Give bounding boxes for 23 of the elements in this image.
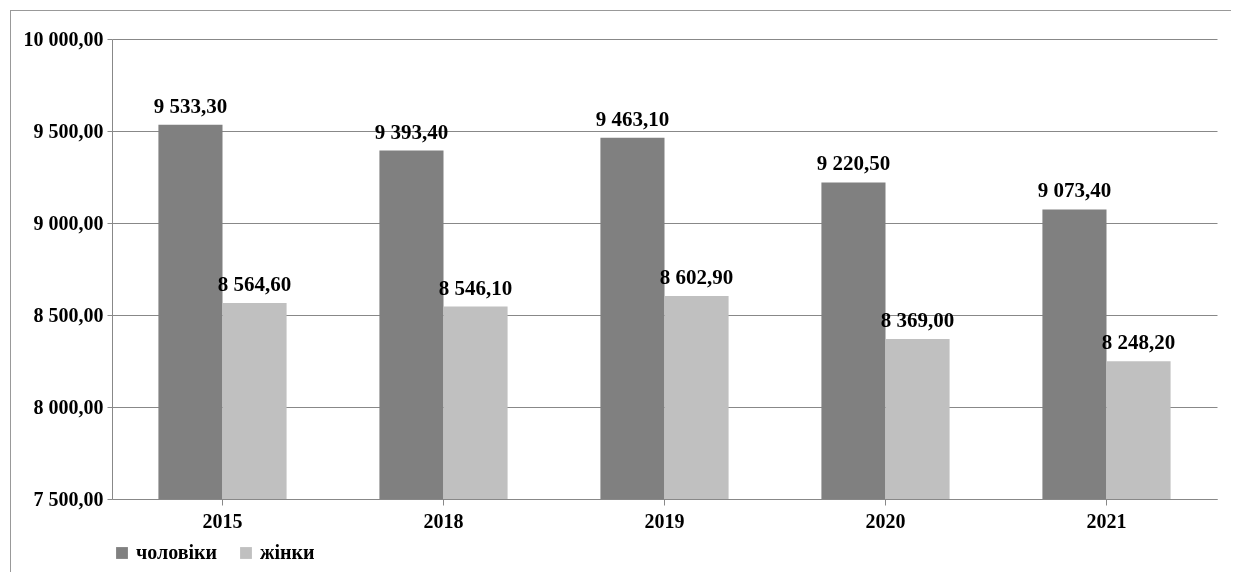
data-label: 8 546,10: [438, 275, 513, 300]
y-tick-label: 7 500,00: [33, 487, 104, 510]
data-label: 9 220,50: [816, 151, 891, 176]
data-label: 8 369,00: [880, 308, 955, 333]
x-tick-label: 2021: [1086, 509, 1127, 532]
data-label: 9 533,30: [153, 93, 228, 118]
data-label: 8 564,60: [217, 272, 292, 297]
x-tick-label: 2020: [865, 509, 906, 532]
legend-label: чоловіки: [136, 541, 218, 563]
y-tick-label: 8 500,00: [33, 303, 104, 326]
y-tick-label: 10 000,00: [23, 27, 104, 50]
x-tick-label: 2015: [202, 509, 243, 532]
y-tick-label: 9 000,00: [33, 211, 104, 234]
data-label: 9 393,40: [374, 119, 449, 144]
data-label: 9 073,40: [1037, 178, 1112, 203]
x-tick-label: 2019: [644, 509, 685, 532]
legend-label: жінки: [260, 541, 315, 563]
y-tick-label: 9 500,00: [33, 119, 104, 142]
x-tick-label: 2018: [423, 509, 464, 532]
y-tick-label: 8 000,00: [33, 395, 104, 418]
data-label: 9 463,10: [595, 106, 670, 131]
data-label: 8 248,20: [1101, 330, 1176, 355]
data-label: 8 602,90: [659, 265, 734, 290]
